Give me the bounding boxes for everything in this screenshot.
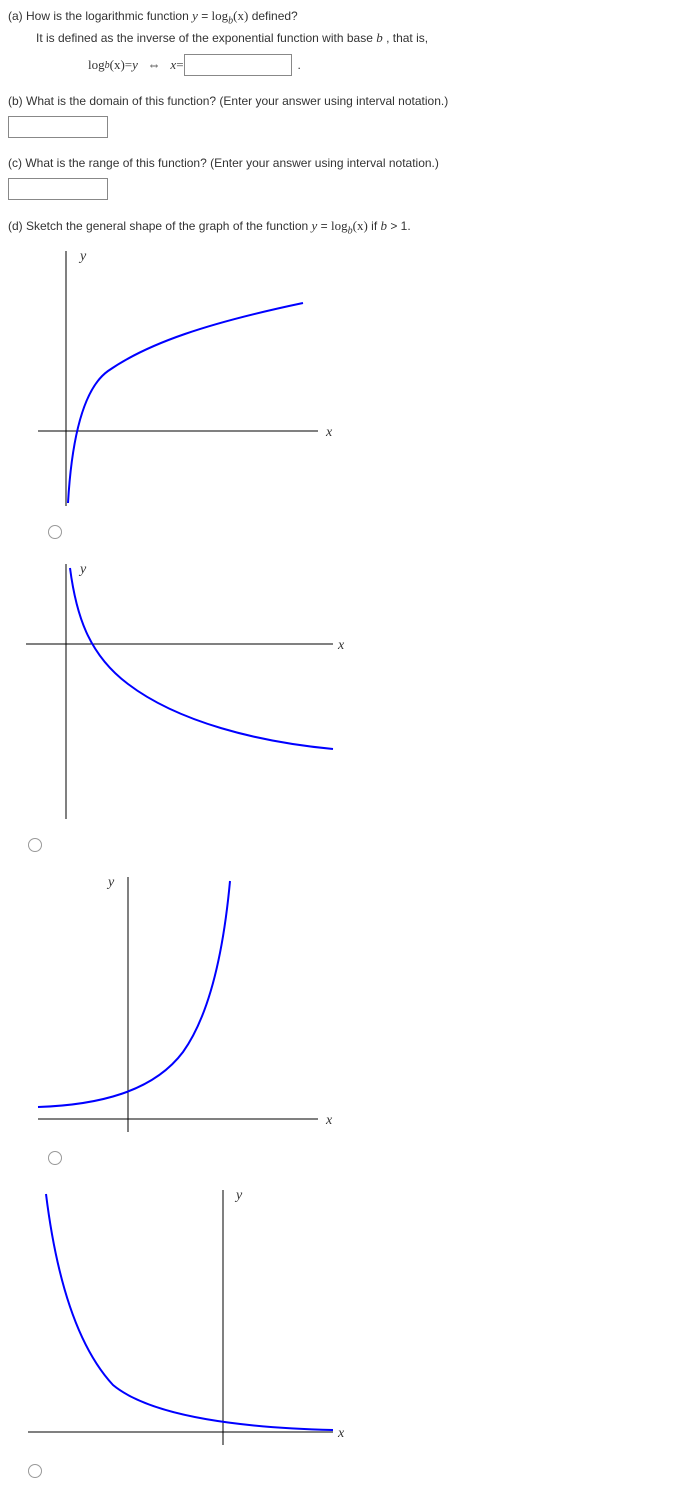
part-a-equation: logb(x) = y ⇔ x = . [88,54,692,76]
part-d-prefix: (d) Sketch the general shape of the grap… [8,219,312,233]
part-d: (d) Sketch the general shape of the grap… [8,218,692,1492]
graph-4: y x [8,1180,338,1460]
graph-2-radio[interactable] [28,838,42,855]
b-var: b [376,30,383,45]
graph-cell-4: y x [8,1180,358,1493]
graph-grid: y x y x [8,241,692,1493]
graph-3-y-label: y [108,875,114,891]
graph-3: y x [8,867,338,1147]
graph-cell-2: y x [8,554,358,867]
d-log: log [331,218,348,233]
part-a-suffix: defined? [252,9,298,23]
graph-1-x-label: x [326,425,332,441]
log-text: log [212,8,229,23]
part-b: (b) What is the domain of this function?… [8,94,692,138]
graph-2: y x [8,554,338,834]
log-arg: (x) [233,8,248,23]
graph-4-radio[interactable] [28,1464,42,1481]
y-var: y [192,8,198,23]
graph-cell-3: y x [8,867,358,1180]
d-b: b [381,218,388,233]
part-a-prefix: (a) How is the logarithmic function [8,9,192,23]
eq-period: . [298,58,301,72]
radio-icon [48,1151,62,1165]
part-a-l2-suffix: , that is, [386,31,428,45]
graph-1-y-label: y [80,249,86,265]
graph-1-radio[interactable] [48,525,62,542]
graph-4-x-label: x [338,1426,344,1442]
graph-cell-1: y x [8,241,358,554]
graph-1-svg [8,241,338,521]
radio-icon [28,1464,42,1478]
graph-4-y-label: y [236,1188,242,1204]
graph-2-y-label: y [80,562,86,578]
graph-4-svg [8,1180,348,1460]
part-a-line2: It is defined as the inverse of the expo… [36,30,692,46]
eq-eq2: = [176,57,183,73]
eq-sign: = [201,9,211,23]
eq-arg: (x) [110,57,125,73]
graph-3-x-label: x [326,1113,332,1129]
part-b-answer-input[interactable] [8,116,108,138]
d-gt: > 1. [390,219,410,233]
part-a-line1: (a) How is the logarithmic function y = … [8,8,692,26]
part-a-answer-input[interactable] [184,54,292,76]
part-c-prompt: (c) What is the range of this function? … [8,156,692,170]
graph-2-svg [8,554,348,834]
graph-3-svg [8,867,338,1147]
radio-icon [48,525,62,539]
eq-log: log [88,57,105,73]
d-eq: = [321,219,331,233]
d-y: y [312,218,318,233]
graph-3-radio[interactable] [48,1151,62,1168]
d-mid: if [371,219,380,233]
eq-iff: ⇔ [138,57,171,73]
part-b-prompt: (b) What is the domain of this function?… [8,94,692,108]
d-arg: (x) [353,218,368,233]
graph-2-x-label: x [338,638,344,654]
part-c: (c) What is the range of this function? … [8,156,692,200]
part-c-answer-input[interactable] [8,178,108,200]
part-a-l2-prefix: It is defined as the inverse of the expo… [36,31,376,45]
radio-icon [28,838,42,852]
part-d-prompt: (d) Sketch the general shape of the grap… [8,218,692,236]
graph-1: y x [8,241,338,521]
